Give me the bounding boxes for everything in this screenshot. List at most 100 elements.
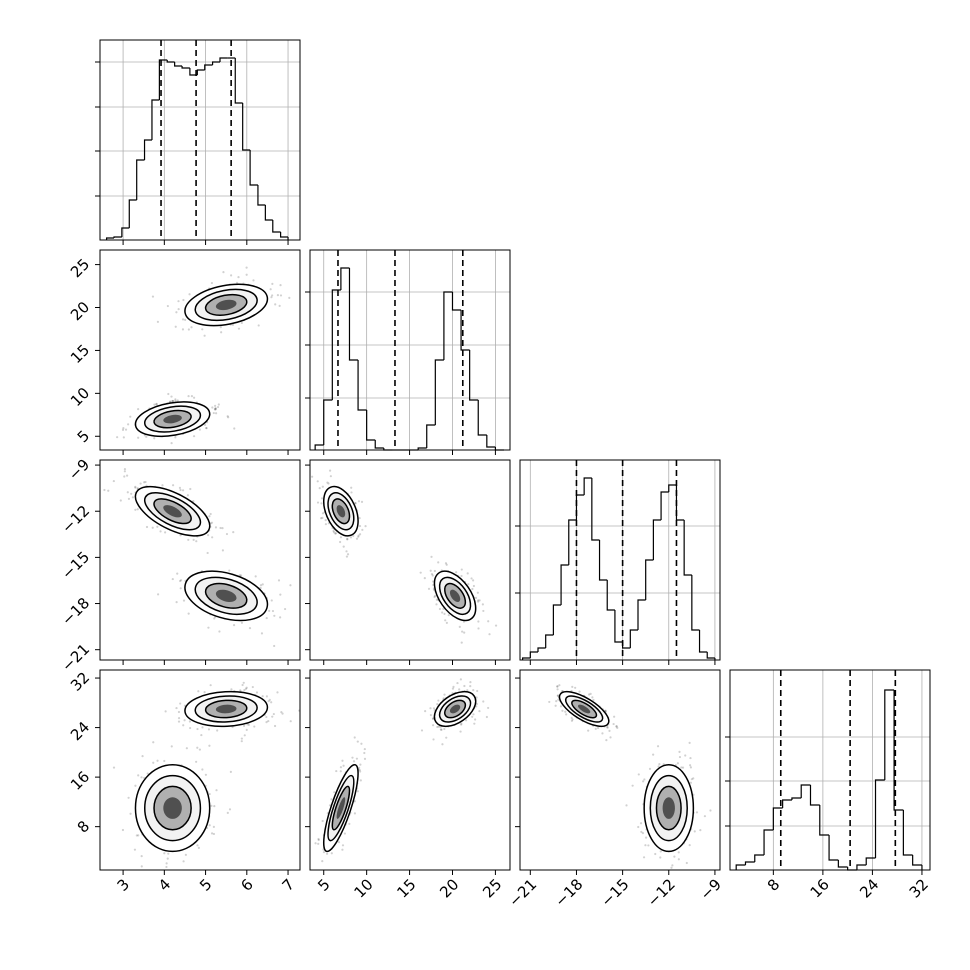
y-tick-label: 16 <box>67 768 93 794</box>
sample-point <box>482 700 485 703</box>
sample-point <box>709 809 712 812</box>
sample-point <box>216 729 219 732</box>
sample-point <box>276 691 279 694</box>
sample-point <box>157 593 160 596</box>
sample-point <box>657 765 660 768</box>
sample-point <box>163 852 166 855</box>
sample-point <box>419 571 422 574</box>
sample-point <box>271 715 274 718</box>
sample-point <box>279 616 282 619</box>
sample-point <box>466 572 469 575</box>
sample-point <box>270 701 273 704</box>
sample-point <box>242 724 246 728</box>
sample-point <box>302 702 304 704</box>
sample-point <box>175 706 178 710</box>
histogram-step <box>264 205 273 221</box>
sample-point <box>443 612 446 615</box>
sample-point <box>179 579 182 583</box>
panel-content <box>548 684 712 869</box>
sample-point <box>470 577 473 580</box>
sample-point <box>252 279 255 282</box>
x-tick-label: 3 <box>114 875 133 894</box>
sample-point <box>127 423 130 426</box>
sample-point <box>680 766 683 769</box>
sample-point <box>452 685 455 688</box>
sample-point <box>167 392 170 396</box>
sample-point <box>322 851 326 854</box>
histogram-step <box>426 424 436 448</box>
y-tick-label: 25 <box>67 255 93 281</box>
histogram-step <box>166 60 175 63</box>
sample-point <box>465 719 468 722</box>
sample-point <box>140 855 143 858</box>
sample-point <box>205 427 208 430</box>
sample-point <box>177 300 180 303</box>
histogram-step <box>763 829 774 855</box>
sample-point <box>144 480 147 484</box>
sample-point <box>447 614 450 617</box>
sample-point <box>213 407 216 411</box>
histogram-step <box>242 103 251 151</box>
sample-point <box>571 718 574 721</box>
sample-point <box>185 747 188 750</box>
sample-point <box>458 625 461 628</box>
sample-point <box>174 399 177 402</box>
sample-point <box>187 395 190 398</box>
sample-point <box>693 830 696 833</box>
sample-point <box>656 745 660 748</box>
histogram-step <box>374 440 384 449</box>
sample-point <box>341 759 344 762</box>
sample-point <box>175 600 178 604</box>
sample-point <box>178 486 182 489</box>
sample-point <box>654 852 657 856</box>
sample-point <box>196 746 199 749</box>
sample-point <box>606 725 609 729</box>
sample-point <box>146 772 149 775</box>
sample-point <box>469 685 472 688</box>
panel-frame <box>729 669 931 871</box>
sample-point <box>477 620 480 623</box>
sample-point <box>604 709 607 712</box>
sample-point <box>472 713 475 716</box>
sample-point <box>703 815 707 818</box>
sample-point <box>190 395 194 398</box>
panel: 8 16 24 32 <box>725 669 932 902</box>
sample-point <box>145 435 148 438</box>
histogram-step <box>874 779 885 858</box>
sample-point <box>189 487 192 491</box>
sample-point <box>122 436 125 439</box>
sample-point <box>207 728 211 731</box>
sample-point <box>129 415 132 418</box>
sample-point <box>152 741 155 744</box>
sample-point <box>471 715 474 718</box>
contour <box>163 797 182 819</box>
sample-point <box>361 528 364 531</box>
sample-point <box>179 702 182 705</box>
sample-point <box>548 700 551 704</box>
sample-point <box>355 757 359 760</box>
sample-point <box>455 571 458 574</box>
sample-point <box>230 688 233 691</box>
sample-point <box>329 475 332 478</box>
sample-point <box>488 633 491 636</box>
sample-point <box>243 688 246 692</box>
sample-point <box>208 744 211 747</box>
panel-frame <box>99 669 301 871</box>
sample-point <box>248 627 252 630</box>
sample-point <box>359 779 362 782</box>
sample-point <box>673 855 676 858</box>
contour <box>336 797 346 819</box>
sample-point <box>320 517 323 520</box>
sample-point <box>188 293 191 296</box>
sample-point <box>684 754 687 757</box>
x-tick-label: −9 <box>697 875 725 903</box>
sample-point <box>212 411 215 415</box>
sample-point <box>671 864 674 867</box>
panel: −21 −18 −15 −12 −9 <box>505 669 725 910</box>
sample-point <box>695 811 699 814</box>
sample-point <box>268 609 271 612</box>
histogram-step <box>706 652 715 659</box>
sample-point <box>145 525 149 529</box>
sample-point <box>283 607 287 611</box>
sample-point <box>203 423 207 426</box>
